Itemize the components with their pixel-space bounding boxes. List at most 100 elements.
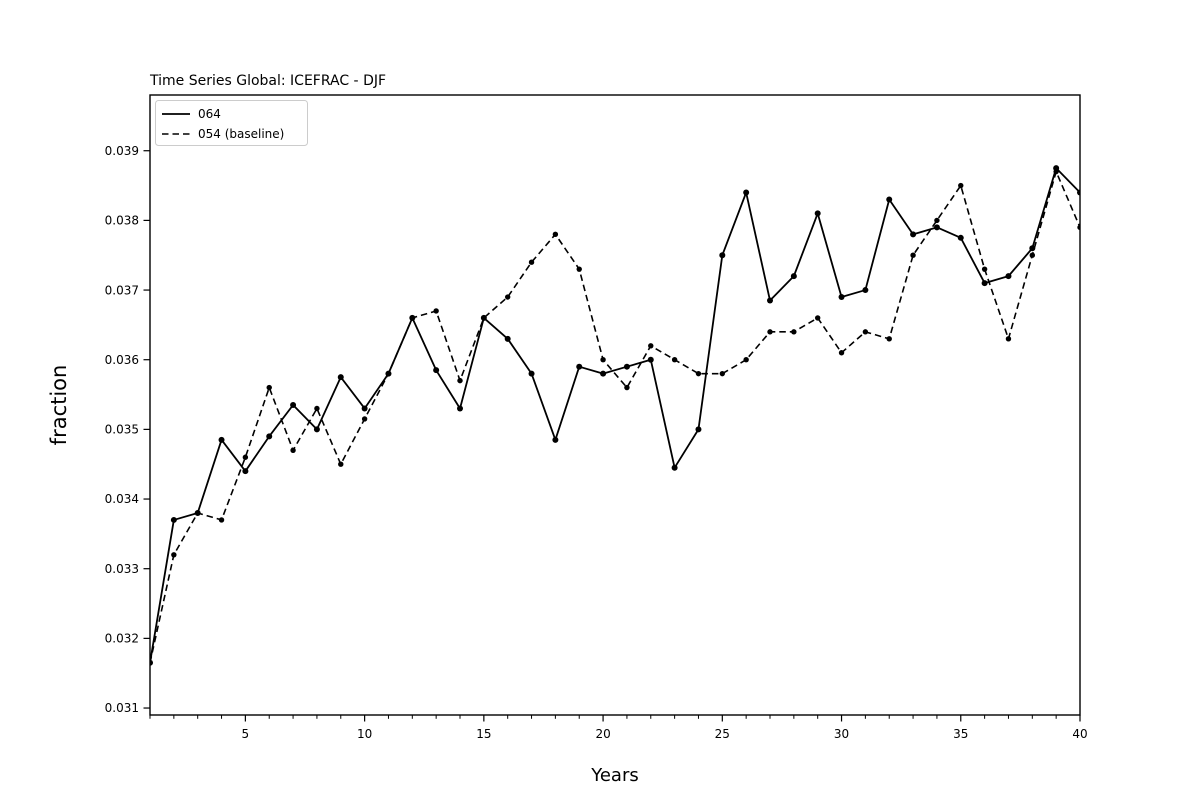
y-axis: 0.031 0.032 0.033 0.034 0.035 0.036 0.037 0.038… xyxy=(105,144,150,715)
data-point-marker xyxy=(504,335,511,342)
data-point-marker xyxy=(313,426,320,433)
y-tick-label: 0.035 xyxy=(105,423,139,437)
x-tick-label: 20 xyxy=(595,727,610,741)
data-point-marker xyxy=(242,454,249,460)
data-point-marker xyxy=(838,350,845,356)
data-point-marker xyxy=(504,294,511,300)
data-point-marker xyxy=(862,329,869,335)
x-axis: 5 10 15 20 25 30 35 40 xyxy=(149,715,1088,741)
data-point-marker xyxy=(1077,189,1080,196)
x-tick-label: 25 xyxy=(715,727,730,741)
data-point-marker xyxy=(433,308,439,314)
x-axis-label: Years xyxy=(590,765,639,786)
data-point-marker xyxy=(695,426,702,433)
data-point-marker xyxy=(671,357,678,363)
data-point-marker xyxy=(338,461,344,467)
data-point-marker xyxy=(934,217,940,224)
data-point-marker xyxy=(600,357,606,363)
data-point-marker xyxy=(958,182,964,189)
series-line-solid xyxy=(150,167,1080,663)
data-point-marker xyxy=(218,517,225,523)
x-tick-label: 5 xyxy=(242,727,250,741)
legend-label-054: 054 (baseline) xyxy=(198,127,284,141)
data-point-marker xyxy=(743,189,750,196)
data-point-marker xyxy=(791,329,797,335)
x-tick-label: 30 xyxy=(834,727,849,741)
data-point-marker xyxy=(886,336,892,342)
data-point-marker xyxy=(290,402,297,408)
data-point-marker xyxy=(194,510,201,516)
data-point-marker xyxy=(528,370,535,377)
data-point-marker xyxy=(648,343,654,349)
data-point-marker xyxy=(671,464,678,471)
series-054-baseline- xyxy=(150,168,1080,666)
data-point-marker xyxy=(337,374,344,381)
data-point-marker xyxy=(218,436,225,443)
plot-frame xyxy=(149,94,1081,716)
data-point-marker xyxy=(361,405,368,412)
data-point-marker xyxy=(1005,273,1012,280)
data-point-marker xyxy=(767,297,773,304)
x-tick-label: 15 xyxy=(476,727,491,741)
y-tick-label: 0.038 xyxy=(105,214,139,228)
data-point-marker xyxy=(266,384,272,391)
data-point-marker xyxy=(886,196,893,203)
data-point-marker xyxy=(814,315,821,321)
data-point-marker xyxy=(385,370,392,377)
series-064 xyxy=(150,165,1080,666)
x-tick-label: 35 xyxy=(953,727,968,741)
y-tick-label: 0.039 xyxy=(105,144,139,158)
series-line-dashed xyxy=(150,170,1080,663)
y-axis-label: fraction xyxy=(47,365,71,446)
x-tick-label: 40 xyxy=(1072,727,1087,741)
legend-box xyxy=(155,100,308,146)
y-tick-label: 0.034 xyxy=(105,492,139,506)
data-point-marker xyxy=(457,377,463,384)
data-point-marker xyxy=(552,436,559,443)
data-point-marker xyxy=(1053,168,1059,175)
plot-area xyxy=(150,95,1080,715)
data-point-marker xyxy=(647,356,654,363)
data-point-marker xyxy=(552,231,559,238)
data-point-marker xyxy=(719,252,726,259)
chart-title: Time Series Global: ICEFRAC - DJF xyxy=(149,73,386,89)
y-tick-label: 0.031 xyxy=(105,701,139,715)
data-point-marker xyxy=(528,259,535,265)
data-point-marker xyxy=(910,231,917,238)
data-point-marker xyxy=(957,234,964,241)
data-point-marker xyxy=(266,433,273,440)
data-point-marker xyxy=(767,329,773,335)
data-point-marker xyxy=(910,252,916,258)
y-tick-label: 0.033 xyxy=(105,562,139,576)
data-point-marker xyxy=(242,468,249,475)
axes-layer: 5 10 15 20 25 30 35 40 0.031 0.032 0.033 0.034 0.035… xyxy=(105,94,1088,741)
data-point-marker xyxy=(790,273,797,280)
data-point-marker xyxy=(933,224,940,231)
data-point-marker xyxy=(170,516,177,523)
data-point-marker xyxy=(457,405,463,412)
data-point-marker xyxy=(695,370,702,377)
data-point-marker xyxy=(314,405,320,412)
data-point-marker xyxy=(624,384,630,391)
data-point-marker xyxy=(171,552,177,558)
legend: 064 054 (baseline) xyxy=(155,100,308,146)
data-point-marker xyxy=(481,315,487,321)
y-tick-label: 0.037 xyxy=(105,283,139,297)
data-point-marker xyxy=(743,357,749,363)
x-tick-label: 10 xyxy=(357,727,372,741)
legend-label-064: 064 xyxy=(198,107,221,121)
series-layer xyxy=(150,165,1080,666)
data-point-marker xyxy=(981,280,988,287)
data-point-marker xyxy=(361,416,368,422)
data-point-marker xyxy=(433,367,440,374)
data-point-marker xyxy=(409,315,416,321)
data-point-marker xyxy=(290,447,296,453)
data-point-marker xyxy=(623,363,630,370)
y-tick-label: 0.036 xyxy=(105,353,139,367)
data-point-marker xyxy=(862,287,869,294)
data-point-marker xyxy=(838,294,845,301)
data-point-marker xyxy=(719,370,726,377)
data-point-marker xyxy=(600,370,607,377)
